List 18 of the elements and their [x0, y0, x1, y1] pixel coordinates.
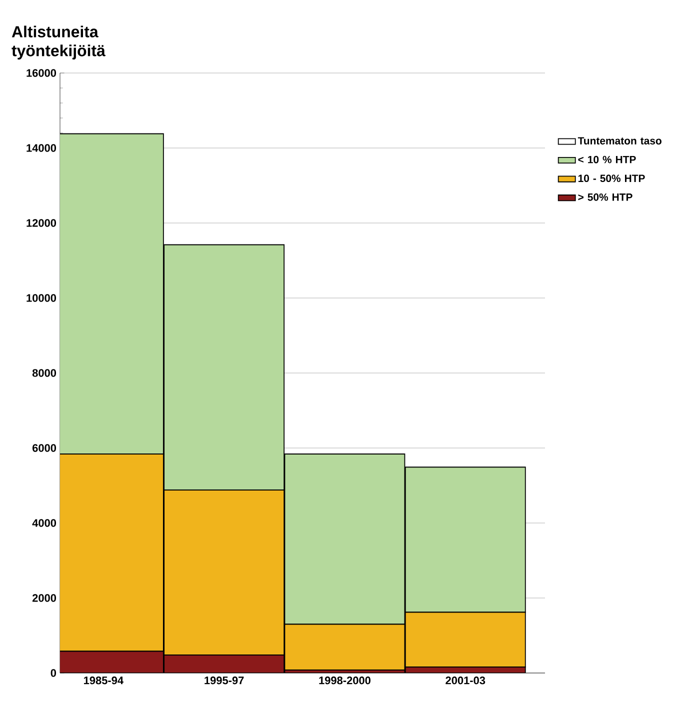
- y-tick-label: 2000: [32, 594, 56, 602]
- y-tick-label: 10000: [26, 294, 56, 302]
- legend-label: > 50% HTP: [578, 193, 632, 201]
- legend-label: < 10 % HTP: [578, 156, 636, 164]
- y-tick-label: 12000: [26, 219, 56, 227]
- y-tick-label: 4000: [32, 519, 56, 527]
- legend-label: 10 - 50% HTP: [578, 174, 645, 182]
- x-tick-label: 1995-97: [204, 676, 244, 684]
- y-tick-label: 16000: [26, 69, 56, 77]
- x-tick-label: 1985-94: [84, 676, 124, 684]
- y-tick-label: 8000: [32, 369, 56, 377]
- y-tick-label: 6000: [32, 444, 56, 452]
- y-tick-label: 0: [50, 669, 56, 677]
- y-tick-label: 14000: [26, 144, 56, 152]
- y-axis-title: Altistuneita työntekijöitä: [12, 26, 106, 60]
- x-tick-label: 2001-03: [446, 676, 486, 684]
- x-tick-label: 1998-2000: [319, 676, 370, 684]
- legend-label: Tuntematon taso: [578, 137, 662, 144]
